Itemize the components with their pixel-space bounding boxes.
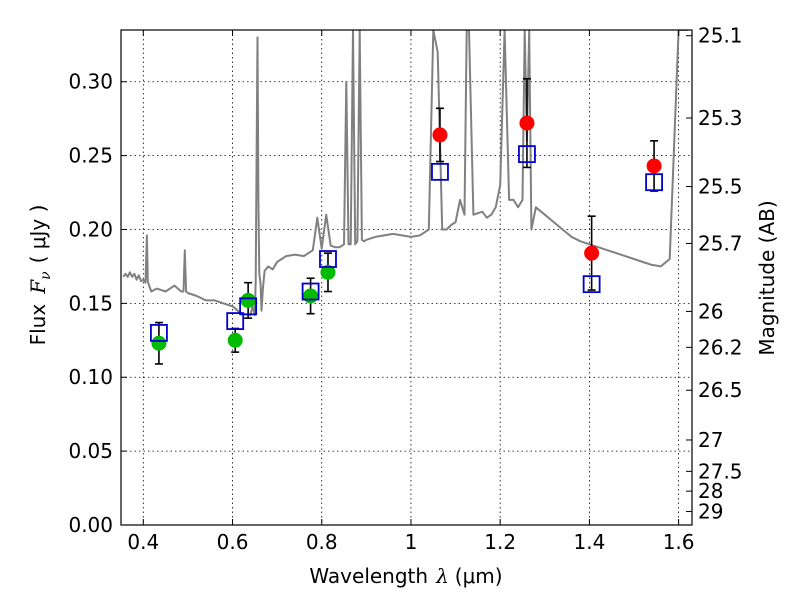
nir-photometry-point [584,245,600,261]
model-photometry-square [645,173,663,192]
nir-photometry-point [432,127,448,143]
y-axis-label-text: Flux [26,304,50,346]
x-tick-label: 0.8 [306,530,338,554]
model-photometry-square [150,324,168,342]
y2-tick-label: 26.5 [698,378,743,402]
x-tick-label: 1.2 [484,530,516,554]
y2-tick-label: 29 [698,500,723,524]
x-tick-label: 0.4 [127,530,159,554]
model-photometry-square [582,275,601,294]
x-tick-label: 1 [405,530,418,554]
y2-tick-label: 25.7 [698,231,743,255]
y2-tick-label: 27 [698,428,723,452]
y-tick-label: 0.05 [68,439,113,463]
x-axis-label: Wavelength λ (μm) [309,564,502,588]
x-axis-label-unit: (μm) [455,564,503,588]
nir-photometry-point [519,115,535,131]
y2-tick-label: 28 [698,479,723,503]
model-photometry-square [239,297,258,316]
y2-tick-label: 25.1 [698,24,743,48]
y-tick-label: 0.20 [68,217,113,241]
x-tick-label: 1.6 [663,530,695,554]
y2-tick-label: 27.5 [698,459,743,483]
grid-layer [121,30,692,525]
x-axis-label-text: Wavelength [309,564,428,588]
model-spectrum-line [122,30,688,317]
optical-photometry-point [240,292,256,308]
nir-photometry-point [646,158,662,174]
y-tick-label: 0.30 [68,70,113,94]
tick-layer: 0.4 0.6 0.8 1 1.2 1.4 1.6 0.00 0.05 0.10 0.15 0.20 0… [68,24,742,554]
optical-photometry-point [303,288,319,304]
y2-axis-label: Magnitude (AB) [755,200,779,355]
model-photometry-square [431,162,449,181]
y-axis-label-symbol: F [26,279,50,295]
plot-frame [120,29,693,526]
optical-photometry-point [320,264,336,280]
x-tick-label: 0.6 [217,530,249,554]
y-tick-label: 0.15 [68,291,113,315]
data-layer [122,30,688,365]
y-axis-label-subscript: ν [38,271,54,280]
model-photometry-square [226,312,245,330]
y-tick-label: 0.00 [68,513,113,537]
x-axis-label-symbol: λ [435,564,449,588]
y2-tick-label: 25.5 [698,174,743,198]
y-axis-label-unit: ( μJy ) [26,205,50,264]
y2-tick-label: 26 [698,299,723,323]
y-tick-label: 0.10 [68,365,113,389]
optical-photometry-point [227,332,243,348]
model-photometry-square [518,145,536,164]
y-axis-label: Flux Fν ( μJy ) [26,205,54,346]
y2-tick-label: 25.3 [698,106,743,130]
x-tick-label: 1.4 [573,530,605,554]
model-photometry-square [301,282,320,301]
optical-photometry-point [151,335,167,351]
y-tick-label: 0.25 [68,144,113,168]
y2-tick-label: 26.2 [698,335,743,359]
model-photometry-square [319,250,337,268]
